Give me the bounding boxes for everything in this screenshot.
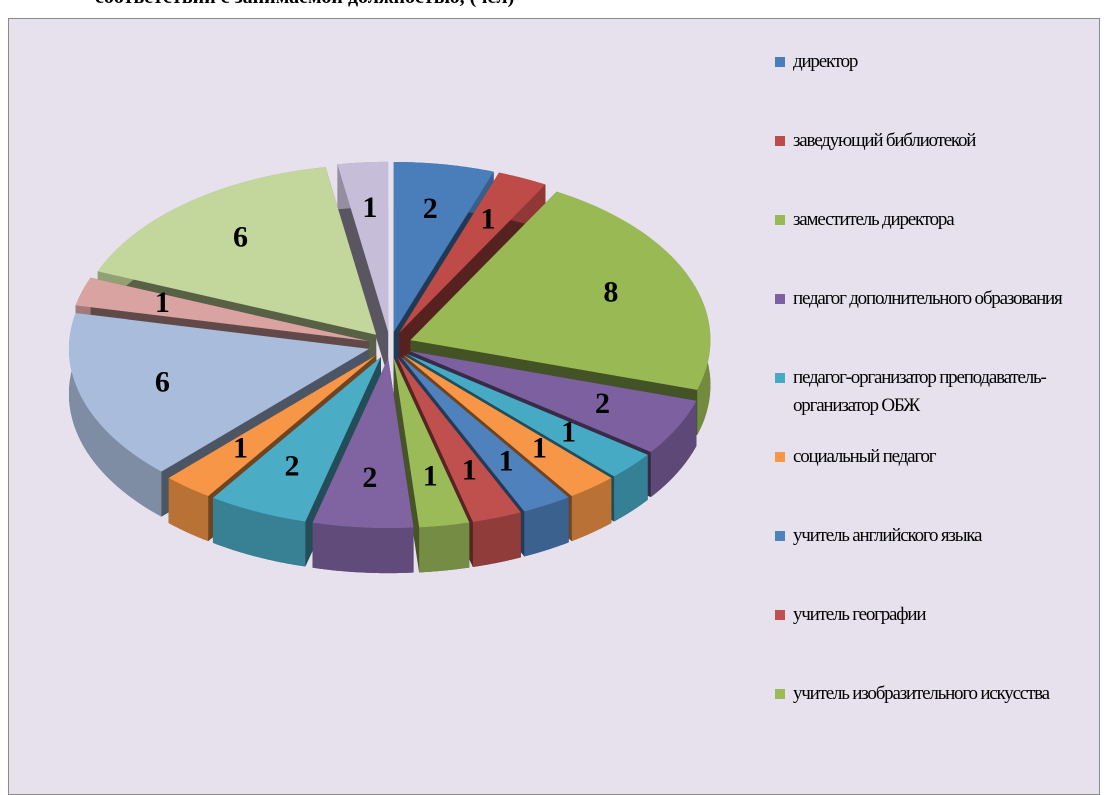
data-label: 2 — [423, 192, 438, 225]
data-label: 1 — [532, 431, 547, 464]
legend-label: директор — [793, 51, 858, 72]
slice — [68, 313, 369, 472]
legend-label: педагог-организатор преподаватель-органи… — [793, 367, 1047, 416]
legend-swatch — [775, 136, 785, 146]
slice-side — [571, 478, 612, 542]
legend-item: учитель географии — [775, 601, 1083, 629]
legend-label: учитель изобразительного искусства — [793, 683, 1050, 704]
legend-swatch — [775, 294, 785, 304]
data-label: 6 — [233, 220, 248, 253]
slice-side — [312, 522, 414, 574]
slice-side — [337, 164, 389, 377]
legend-item: заместитель директора — [775, 206, 1083, 234]
legend-label: заместитель директора — [793, 209, 955, 230]
slice — [393, 358, 470, 528]
data-label: 1 — [362, 191, 377, 224]
legend-swatch — [775, 373, 785, 383]
data-label: 2 — [284, 449, 299, 482]
slice — [410, 191, 711, 390]
legend-swatch — [775, 531, 785, 541]
slice — [397, 357, 521, 522]
data-label: 8 — [603, 275, 618, 308]
slice — [75, 277, 369, 342]
legend-item: учитель изобразительного искусства — [775, 680, 1083, 708]
legend-item: социальный педагог — [775, 443, 1083, 471]
slice — [97, 167, 377, 335]
legend-item: педагог дополнительного образования — [775, 285, 1083, 313]
legend-item: заведующий библиотекой — [775, 127, 1083, 155]
slice-side — [524, 497, 569, 557]
data-label: 1 — [499, 444, 514, 477]
legend-item: учитель английского языка — [775, 522, 1083, 550]
slice — [312, 358, 414, 529]
legend-swatch — [775, 689, 785, 699]
legend-swatch — [775, 610, 785, 620]
legend-swatch — [775, 452, 785, 462]
slice-side — [419, 522, 470, 573]
legend-label: заведующий библиотекой — [793, 130, 976, 151]
data-label: 1 — [423, 460, 438, 493]
slice-side — [68, 313, 162, 517]
data-label: 1 — [462, 454, 477, 487]
data-label: 6 — [155, 366, 170, 399]
slice — [403, 355, 612, 497]
slice — [400, 356, 569, 512]
slice-side — [614, 454, 648, 522]
slice — [409, 350, 697, 453]
data-label: 1 — [481, 202, 496, 235]
chart-title: соответствии с занимаемой должностью, (ч… — [95, 0, 514, 9]
data-label: 2 — [362, 461, 377, 494]
legend-item: директор — [775, 48, 1083, 76]
data-label: 2 — [595, 387, 610, 420]
slice — [406, 353, 648, 477]
slice — [168, 355, 377, 497]
legend-swatch — [775, 57, 785, 67]
slice — [212, 357, 381, 522]
data-label: 1 — [233, 431, 248, 464]
slice — [399, 172, 546, 333]
slice-side — [650, 400, 697, 498]
slice-side — [393, 358, 420, 573]
slice — [393, 161, 494, 332]
legend-label: социальный педагог — [793, 446, 937, 467]
legend-label: педагог дополнительного образования — [793, 288, 1063, 309]
legend-label: учитель географии — [793, 604, 927, 625]
legend-swatch — [775, 215, 785, 225]
slice-side — [472, 512, 521, 567]
slice — [337, 161, 389, 332]
slice-side — [168, 478, 209, 542]
legend-item: педагог-организатор преподаватель-органи… — [775, 364, 1083, 420]
legend-label: учитель английского языка — [793, 525, 982, 546]
data-label: 1 — [561, 415, 576, 448]
slice-side — [212, 497, 306, 567]
data-label: 1 — [155, 286, 170, 319]
